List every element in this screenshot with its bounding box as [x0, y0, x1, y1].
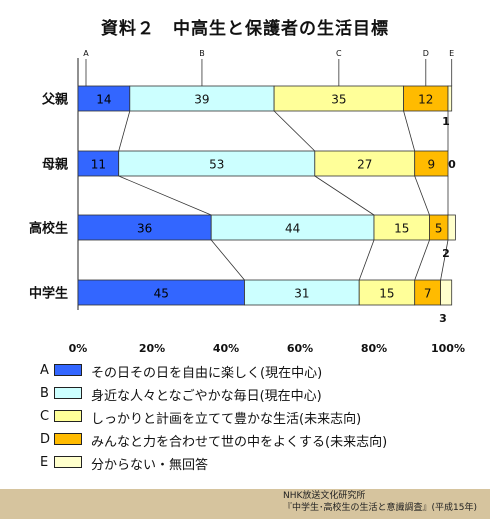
- source-survey: 『中学生･高校生の生活と意識調査』(平成15年): [283, 503, 477, 513]
- bar-segment-e: [440, 279, 453, 306]
- connector-line: [118, 175, 212, 216]
- data-label: 5: [435, 222, 443, 236]
- bar-segment-b: [129, 85, 275, 112]
- connector-line: [414, 175, 430, 216]
- legend-text: 身近な人々となごやかな毎日(現在中心): [91, 389, 322, 404]
- series-letter: E: [449, 49, 454, 58]
- data-label: 14: [96, 93, 111, 107]
- footer-bar: [0, 489, 490, 519]
- legend-text: 分からない・無回答: [91, 458, 209, 473]
- bar-segment-a: [77, 214, 212, 241]
- legend-letter: E: [40, 455, 49, 470]
- bar-segment-c: [373, 214, 430, 241]
- legend-text: みんなと力を合わせて世の中をよくする(未来志向): [91, 435, 388, 450]
- series-letter: B: [199, 49, 205, 58]
- data-label: 15: [379, 287, 394, 301]
- series-letter: D: [423, 49, 429, 58]
- legend-text: その日その日を自由に楽しく(現在中心): [91, 366, 323, 381]
- x-tick-label: 20%: [139, 342, 165, 355]
- data-label: 31: [294, 287, 309, 301]
- bar-segment-c: [314, 150, 416, 177]
- legend-swatch: [54, 364, 82, 376]
- connector-line: [358, 239, 375, 281]
- connector-line: [273, 110, 316, 152]
- category-label: 中学生: [29, 286, 68, 302]
- chart-card: [0, 0, 490, 489]
- category-label: 高校生: [29, 221, 68, 237]
- connector-line: [118, 110, 131, 152]
- legend-letter: A: [40, 363, 49, 378]
- bar-segment-e: [447, 85, 453, 112]
- chart-title: 資料２ 中高生と保護者の生活目標: [101, 19, 389, 39]
- series-letter: C: [336, 49, 342, 58]
- legend-letter: C: [40, 409, 50, 424]
- data-label: 36: [137, 222, 152, 236]
- data-label: 15: [394, 222, 409, 236]
- source-org: NHK放送文化研究所: [283, 491, 366, 501]
- data-label: 35: [331, 93, 346, 107]
- x-tick-label: 60%: [287, 342, 313, 355]
- data-label: 11: [91, 158, 106, 172]
- connector-line: [440, 239, 449, 281]
- e-value-label: 3: [439, 312, 447, 325]
- bar-segment-b: [118, 150, 316, 177]
- category-label: 母親: [42, 157, 68, 173]
- connector-line: [414, 239, 430, 281]
- bar-segment-d: [414, 279, 442, 306]
- legend-text: しっかりと計画を立てて豊かな生活(未来志向): [91, 412, 362, 427]
- bar-segment-a: [77, 85, 131, 112]
- data-label: 45: [154, 287, 169, 301]
- data-label: 44: [285, 222, 300, 236]
- connector-line: [210, 239, 245, 281]
- bar-segment-c: [358, 279, 416, 306]
- data-label: 12: [418, 93, 433, 107]
- data-label: 53: [209, 158, 224, 172]
- bar-segment-b: [210, 214, 375, 241]
- legend-letter: B: [40, 386, 49, 401]
- data-label: 39: [194, 93, 209, 107]
- data-label: 27: [357, 158, 372, 172]
- e-value-label: 0: [448, 158, 456, 171]
- source-credit: NHK放送文化研究所 『中学生･高校生の生活と意識調査』(平成15年): [283, 490, 477, 514]
- series-letter: A: [83, 49, 89, 58]
- bar-segment-d: [403, 85, 449, 112]
- legend-swatch: [54, 410, 82, 422]
- bar-segment-b: [244, 279, 360, 306]
- data-label: 7: [424, 287, 432, 301]
- x-tick-label: 80%: [361, 342, 387, 355]
- x-tick-label: 0%: [69, 342, 88, 355]
- legend-swatch: [54, 387, 82, 399]
- connector-line: [314, 175, 375, 216]
- connector-line: [403, 110, 416, 152]
- legend-swatch: [54, 456, 82, 468]
- x-tick-label: 100%: [431, 342, 465, 355]
- bar-segment-a: [77, 279, 245, 306]
- e-value-label: 2: [442, 247, 450, 260]
- bar-segment-d: [414, 150, 449, 177]
- data-label: 9: [428, 158, 436, 172]
- bar-segment-e: [447, 214, 456, 241]
- legend-swatch: [54, 433, 82, 445]
- x-tick-label: 40%: [213, 342, 239, 355]
- legend-letter: D: [40, 432, 51, 447]
- e-value-label: 1: [442, 115, 450, 128]
- category-label: 父親: [41, 92, 68, 108]
